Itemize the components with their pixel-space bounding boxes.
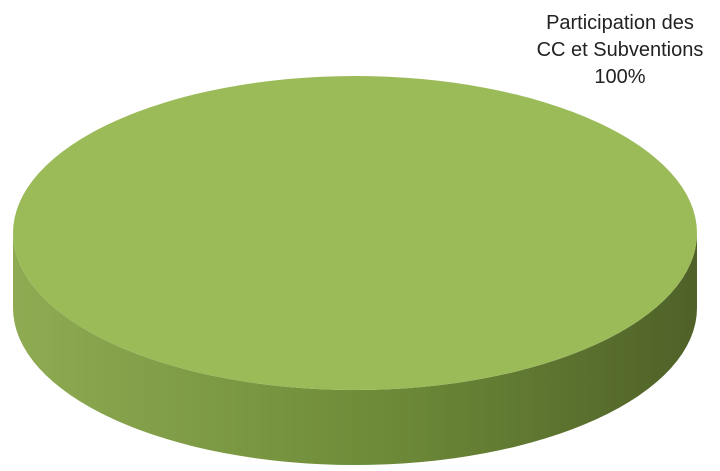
- slice-percent-label: 100%: [594, 66, 646, 88]
- slice-label-line-2: CC et Subventions: [536, 39, 704, 61]
- slice-label-line-1: Participation des: [546, 12, 694, 34]
- pie-slice-side: [13, 233, 697, 465]
- pie-slice-top: [13, 76, 697, 390]
- slice-data-label: Participation des CC et Subventions 100%: [520, 10, 720, 91]
